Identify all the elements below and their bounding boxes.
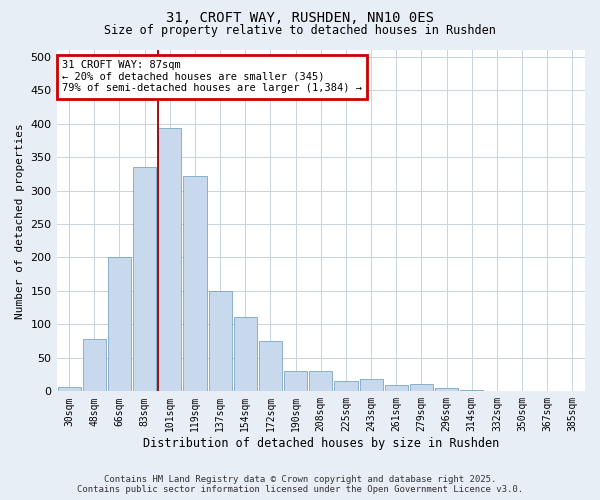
Bar xyxy=(485,390,508,392)
Bar xyxy=(284,372,307,392)
Bar xyxy=(460,390,484,392)
Y-axis label: Number of detached properties: Number of detached properties xyxy=(15,123,25,318)
Text: 31, CROFT WAY, RUSHDEN, NN10 0ES: 31, CROFT WAY, RUSHDEN, NN10 0ES xyxy=(166,12,434,26)
Text: Contains HM Land Registry data © Crown copyright and database right 2025.
Contai: Contains HM Land Registry data © Crown c… xyxy=(77,474,523,494)
Bar xyxy=(83,339,106,392)
Text: Size of property relative to detached houses in Rushden: Size of property relative to detached ho… xyxy=(104,24,496,37)
Bar xyxy=(133,167,156,392)
Bar xyxy=(184,176,206,392)
Bar xyxy=(158,128,181,392)
Bar xyxy=(359,380,383,392)
Bar xyxy=(108,258,131,392)
Bar xyxy=(259,341,282,392)
X-axis label: Distribution of detached houses by size in Rushden: Distribution of detached houses by size … xyxy=(143,437,499,450)
Text: 31 CROFT WAY: 87sqm
← 20% of detached houses are smaller (345)
79% of semi-detac: 31 CROFT WAY: 87sqm ← 20% of detached ho… xyxy=(62,60,362,94)
Bar xyxy=(435,388,458,392)
Bar xyxy=(234,317,257,392)
Bar xyxy=(536,390,559,392)
Bar xyxy=(410,384,433,392)
Bar xyxy=(309,372,332,392)
Bar xyxy=(385,384,408,392)
Bar xyxy=(58,386,80,392)
Bar xyxy=(209,291,232,392)
Bar xyxy=(334,382,358,392)
